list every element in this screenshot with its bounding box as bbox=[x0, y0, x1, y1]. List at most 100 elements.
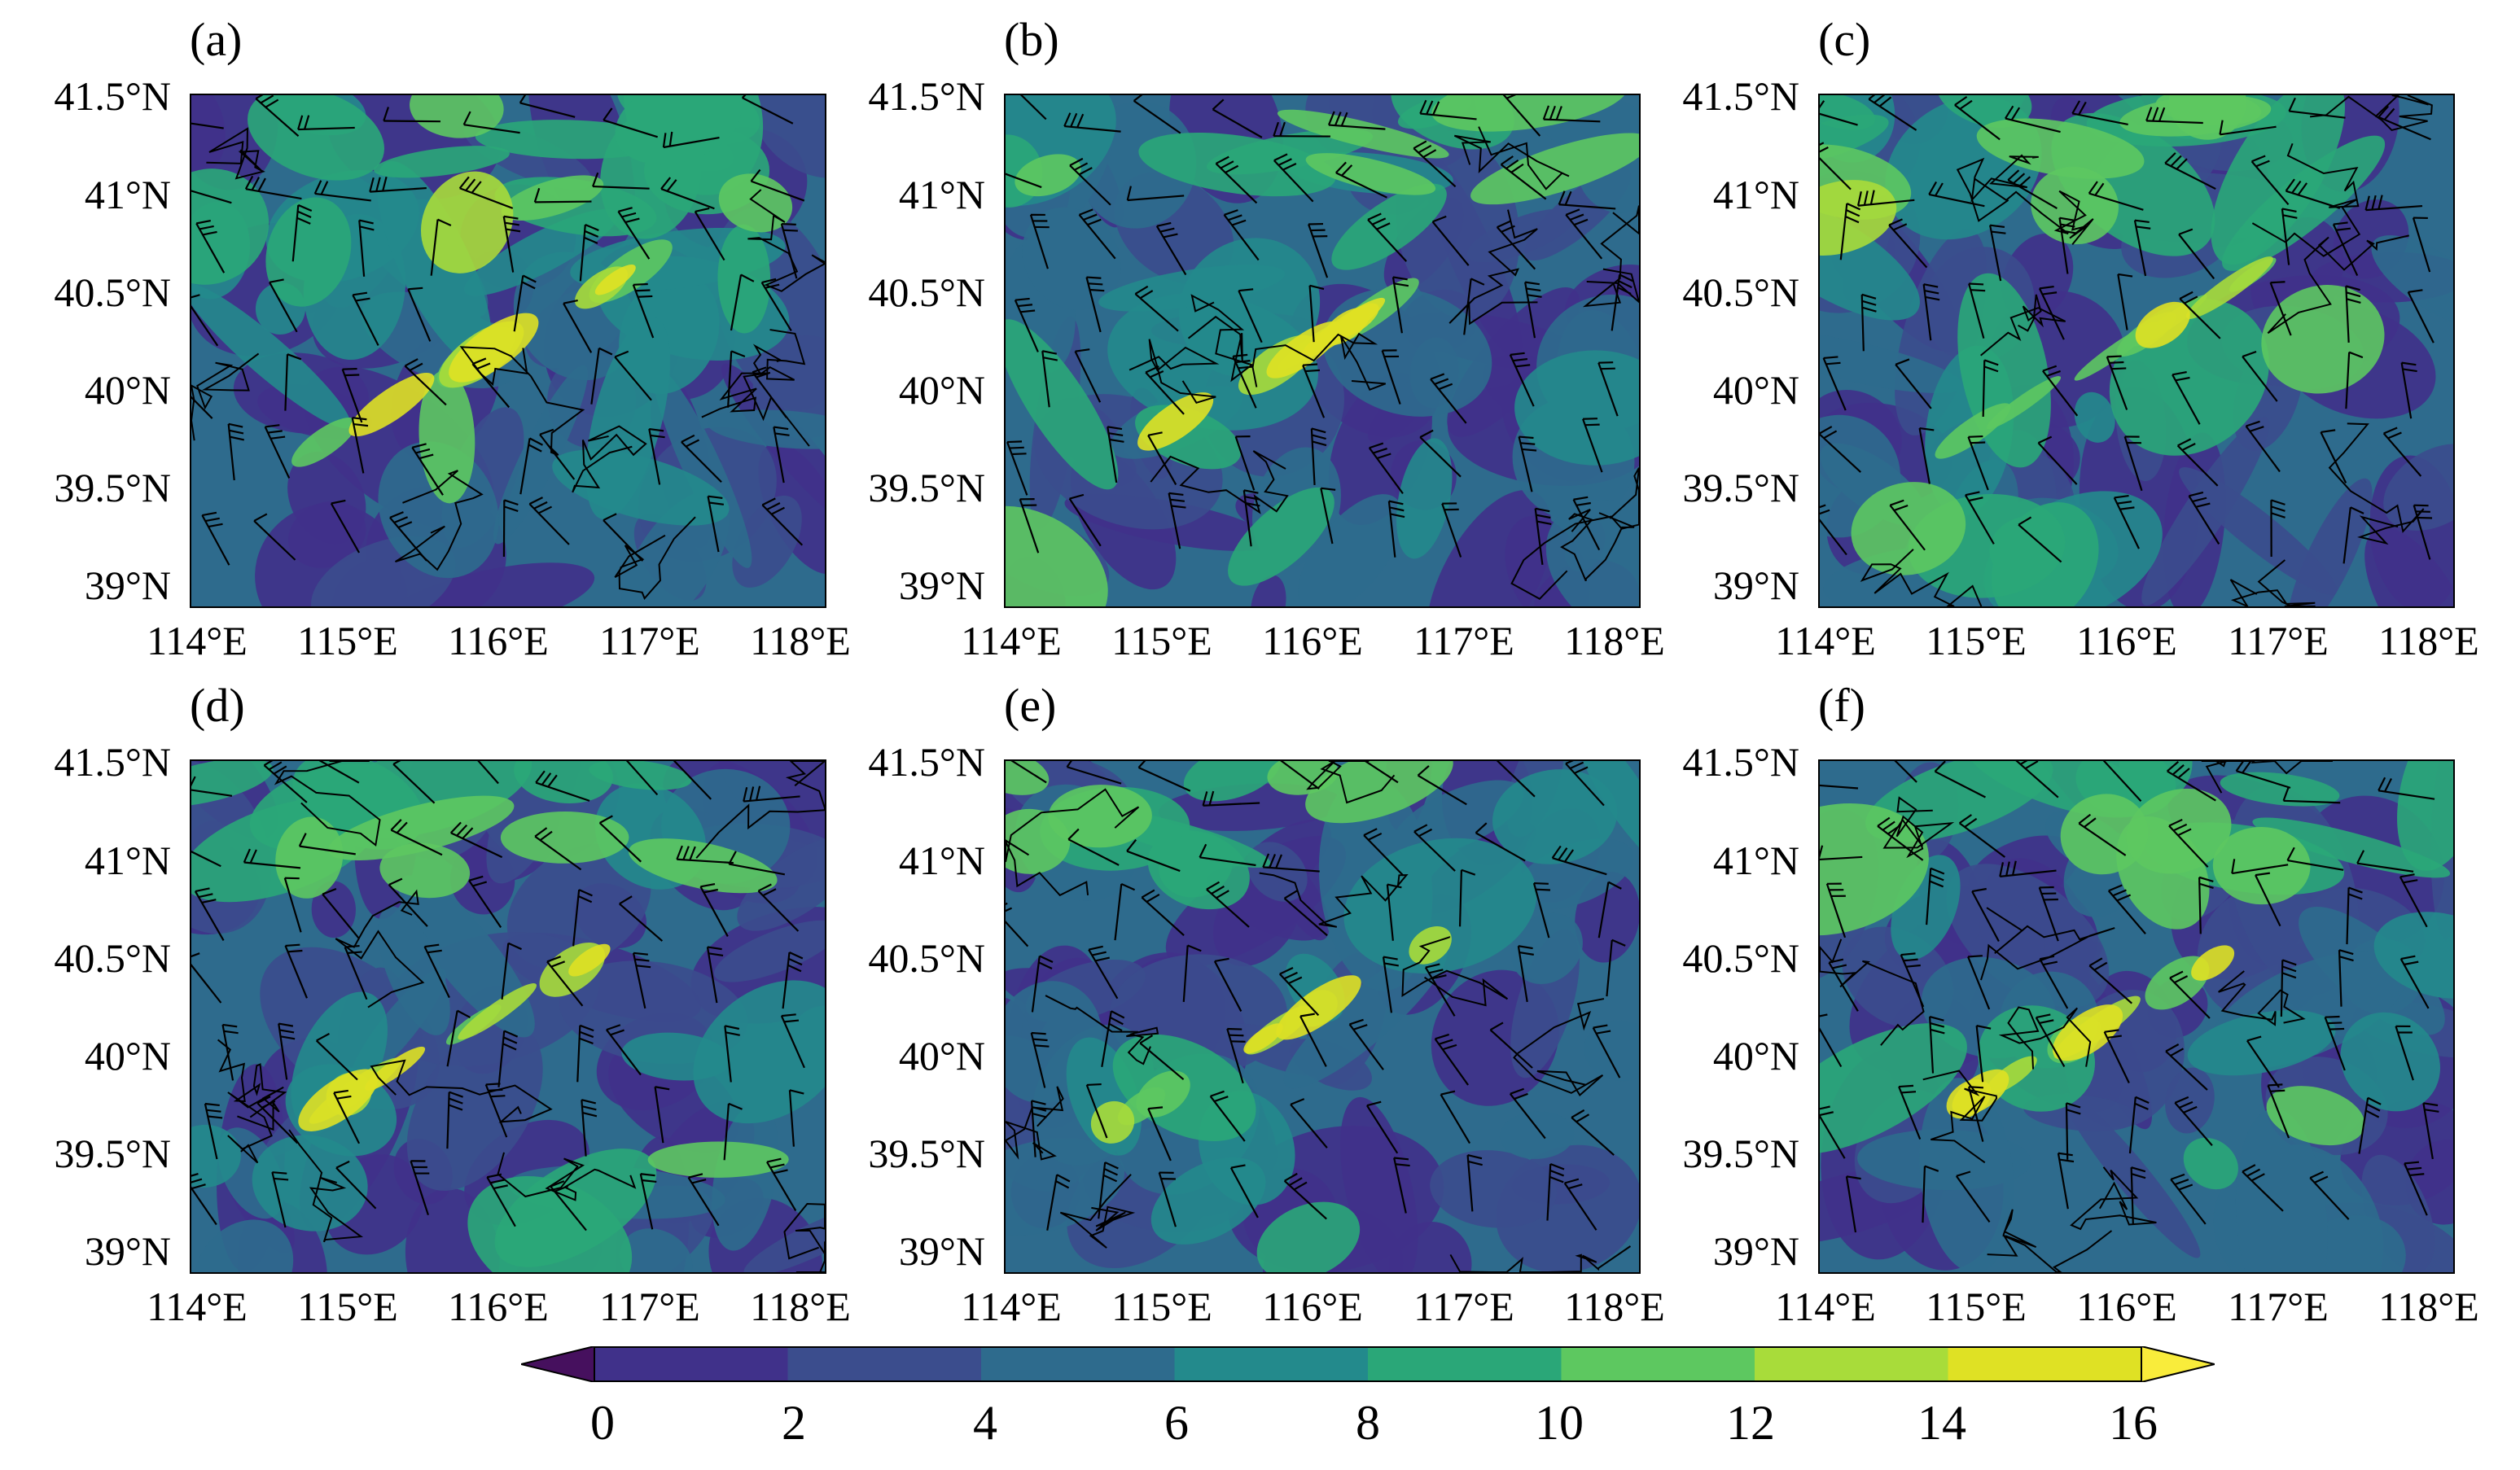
lat-label: 39°N bbox=[1712, 1228, 1799, 1274]
administrative-boundary bbox=[1922, 1070, 1998, 1164]
wind-speed-contour bbox=[693, 980, 825, 1124]
administrative-boundary bbox=[2070, 1166, 2157, 1231]
wind-barb bbox=[271, 1171, 289, 1228]
wind-barb bbox=[410, 1160, 430, 1215]
wind-speed-contour bbox=[420, 171, 514, 273]
lon-label: 117°E bbox=[599, 1284, 700, 1329]
wind-barb bbox=[392, 761, 436, 804]
administrative-boundary bbox=[497, 1152, 637, 1201]
wind-barb bbox=[1546, 1163, 1565, 1221]
wind-barb bbox=[1542, 105, 1601, 123]
wind-barb bbox=[2039, 955, 2069, 1009]
lon-label: 115°E bbox=[1111, 618, 1212, 663]
wind-speed-contour bbox=[1820, 330, 1964, 393]
wind-barb bbox=[1565, 761, 1605, 807]
wind-speed-contour bbox=[2397, 761, 2453, 871]
wind-speed-contour bbox=[1276, 975, 1361, 1040]
wind-barb bbox=[1133, 95, 1181, 134]
wind-speed-contour bbox=[2235, 1108, 2328, 1272]
wind-speed-contour bbox=[1298, 494, 1404, 606]
wind-barb bbox=[1822, 356, 1847, 411]
colorbar-frame bbox=[594, 1346, 2142, 1382]
wind-barb bbox=[590, 347, 613, 405]
wind-barb bbox=[2103, 1029, 2130, 1083]
wind-barb bbox=[255, 95, 300, 138]
wind-barb bbox=[191, 851, 221, 868]
lat-label: 39.5°N bbox=[1682, 1131, 1799, 1176]
wind-barb bbox=[1019, 498, 1040, 553]
lon-label: 116°E bbox=[448, 1284, 549, 1329]
wind-speed-contour bbox=[380, 562, 595, 606]
lat-label: 41°N bbox=[898, 838, 985, 883]
wind-barb bbox=[1967, 1086, 1984, 1142]
wind-barb bbox=[694, 207, 725, 261]
wind-speed-contour bbox=[2383, 444, 2453, 531]
wind-barb bbox=[1898, 1084, 1922, 1140]
wind-barb bbox=[283, 877, 302, 933]
wind-speed-contour bbox=[374, 146, 510, 178]
panel-label-e: (e) bbox=[1004, 679, 1057, 732]
wind-speed-contour bbox=[1431, 95, 1628, 132]
wind-speed-contour bbox=[647, 1141, 789, 1178]
wind-speed-contour bbox=[2052, 1004, 2123, 1061]
wind-speed-contour bbox=[191, 1124, 241, 1188]
wind-barb bbox=[284, 943, 308, 999]
administrative-boundary bbox=[1956, 154, 2039, 222]
administrative-boundary bbox=[2267, 234, 2409, 335]
wind-barb bbox=[1273, 121, 1330, 138]
lat-label: 40°N bbox=[898, 1033, 985, 1078]
wind-barb bbox=[2382, 427, 2422, 477]
wind-speed-contour bbox=[1015, 154, 1081, 197]
administrative-boundary bbox=[2251, 142, 2361, 257]
wind-speed-contour bbox=[1183, 761, 1281, 802]
administrative-boundary bbox=[1860, 549, 1983, 606]
wind-barb bbox=[2198, 876, 2214, 934]
wind-barb bbox=[1466, 1154, 1483, 1212]
lat-label: 41.5°N bbox=[868, 739, 985, 785]
wind-barb bbox=[757, 883, 800, 932]
wind-barb bbox=[2407, 289, 2435, 343]
wind-barb bbox=[1145, 365, 1185, 415]
wind-barb bbox=[1597, 881, 1622, 938]
colorbar-tick-label: 8 bbox=[1356, 1396, 1380, 1450]
wind-barb bbox=[1283, 890, 1328, 937]
lat-label: 39°N bbox=[898, 562, 985, 608]
wind-barb bbox=[191, 1173, 217, 1226]
map-panel-c bbox=[1818, 94, 2455, 608]
wind-speed-contour bbox=[1331, 183, 1447, 270]
wind-barb bbox=[2281, 208, 2298, 265]
wind-barb bbox=[2320, 429, 2347, 483]
wind-barb bbox=[1391, 276, 1409, 334]
administrative-boundary bbox=[1187, 294, 1254, 383]
wind-barb bbox=[2364, 195, 2423, 212]
wind-barb bbox=[358, 219, 375, 277]
wind-speed-contour bbox=[379, 842, 471, 899]
wind-barb bbox=[462, 111, 520, 134]
wind-barb bbox=[1212, 98, 1263, 138]
wind-barb bbox=[2285, 178, 2341, 209]
administrative-boundary bbox=[1129, 339, 1220, 404]
lat-label: 41.5°N bbox=[54, 739, 171, 785]
wind-speed-contour bbox=[1820, 95, 1876, 130]
lat-label: 41°N bbox=[1712, 838, 1799, 883]
lon-label: 117°E bbox=[1413, 618, 1514, 663]
wind-barb bbox=[297, 115, 355, 131]
wind-barb bbox=[773, 426, 790, 483]
map-panel-d bbox=[190, 759, 826, 1274]
wind-barb bbox=[191, 190, 232, 204]
wind-barb bbox=[1967, 435, 1989, 491]
wind-speed-contour bbox=[628, 838, 778, 894]
wind-barb bbox=[2107, 884, 2146, 934]
wind-barb bbox=[550, 1180, 587, 1232]
wind-speed-field bbox=[1006, 761, 1639, 1272]
wind-barb bbox=[1283, 1172, 1327, 1220]
wind-barb bbox=[723, 1102, 743, 1161]
wind-speed-contour bbox=[2135, 301, 2190, 348]
wind-barb bbox=[1348, 1018, 1384, 1070]
wind-barb bbox=[263, 761, 308, 803]
wind-barb bbox=[2170, 1173, 2207, 1225]
wind-barb bbox=[1386, 883, 1402, 941]
wind-barb bbox=[2399, 873, 2428, 928]
wind-speed-contour bbox=[1820, 197, 1920, 321]
wind-barb bbox=[513, 274, 537, 332]
